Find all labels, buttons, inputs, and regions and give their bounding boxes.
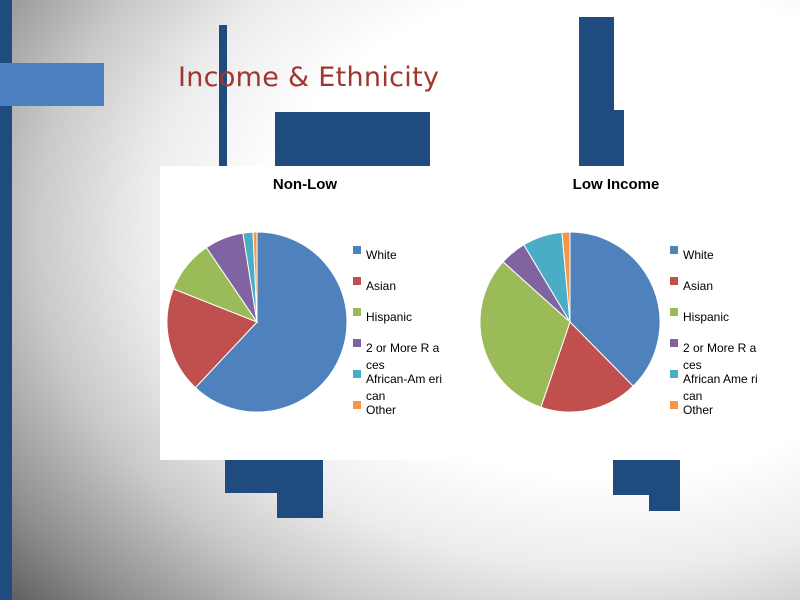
legend-label: 2 or More R aces — [366, 341, 440, 372]
top-thin-bar — [219, 25, 227, 170]
chart-panel-non-low: Non-Low White Asian Hispanic 2 or More R ac… — [160, 166, 450, 460]
legend-label: White — [683, 248, 714, 262]
right-step-block — [579, 110, 624, 167]
legend-label: Hispanic — [683, 310, 730, 324]
pie-slice-other — [252, 231, 258, 323]
legend-label: Hispanic — [366, 310, 413, 324]
slide-title: Income & Ethnicity — [178, 62, 440, 93]
legend-swatch — [670, 308, 678, 316]
pie-chart-low-income — [479, 231, 661, 413]
legend-swatch — [353, 370, 361, 378]
legend-swatch — [670, 246, 678, 254]
bottom-left-step — [277, 460, 323, 518]
pie-slice-white — [569, 231, 661, 387]
legend-label: Asian — [366, 279, 397, 293]
center-block — [275, 112, 430, 170]
legend-swatch — [670, 339, 678, 347]
legend-label: Other — [683, 403, 714, 417]
left-accent-block — [0, 63, 104, 106]
legend-swatch — [670, 401, 678, 409]
pie-slice-white — [194, 231, 348, 413]
legend-swatch — [353, 339, 361, 347]
legend-label: Asian — [683, 279, 714, 293]
chart-title: Low Income — [572, 176, 660, 193]
legend-swatch — [353, 246, 361, 254]
chart-title: Non-Low — [272, 176, 338, 193]
legend-label: Other — [366, 403, 397, 417]
pie-slice-asian — [540, 321, 634, 413]
pie-slice-other — [561, 231, 571, 323]
bottom-right-step — [649, 460, 680, 511]
chart-panel-low-income: Low Income White Asian Hispanic 2 or More R… — [471, 166, 761, 460]
legend-swatch — [353, 401, 361, 409]
legend-label: African-Am erican — [366, 372, 443, 403]
legend-swatch — [670, 277, 678, 285]
legend-swatch — [670, 370, 678, 378]
pie-slice-hispanic — [479, 261, 571, 408]
legend-swatch — [353, 277, 361, 285]
legend-label: White — [366, 248, 397, 262]
pie-chart-non-low — [166, 231, 348, 413]
left-edge-bar — [0, 0, 12, 600]
legend-label: 2 or More R aces — [683, 341, 757, 372]
legend-label: African Ame rican — [683, 372, 758, 403]
legend-swatch — [353, 308, 361, 316]
